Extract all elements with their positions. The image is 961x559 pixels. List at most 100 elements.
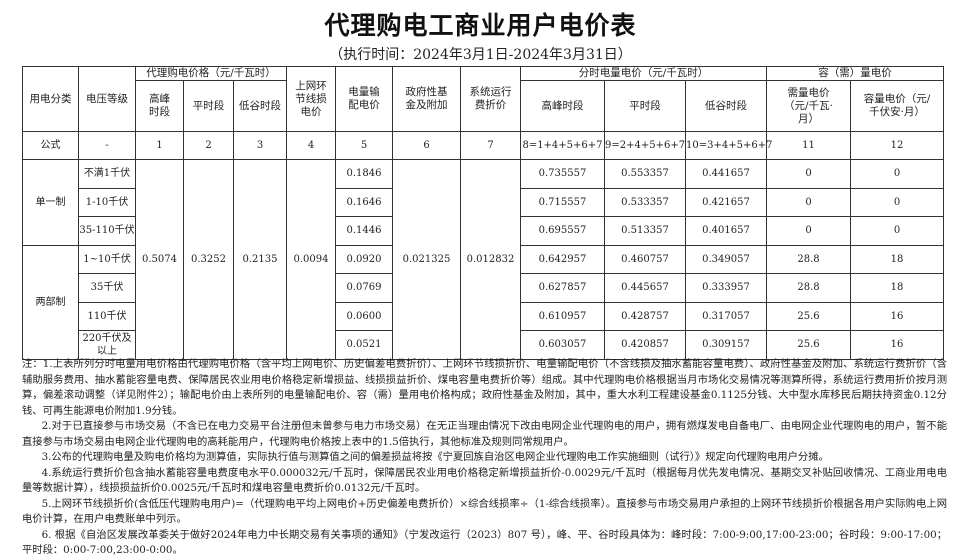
category-cell: 两部制 [22,244,79,360]
transmission-cell: 0.0920 [335,244,393,274]
flat-price-cell: 0.553357 [604,159,686,189]
note-item: 2.对于已直接参与市场交易（不含已在电力交易平台注册但未曾参与电力市场交易）在无… [22,420,947,448]
transmission-cell: 0.1446 [335,216,393,246]
header-line-loss: 上网环节线损电价 [286,66,336,132]
flat-price-cell: 0.460757 [604,244,686,274]
capacity-price-cell: 18 [850,244,944,274]
price-table: 用电分类 电压等级 代理购电价格（元/千瓦时） 上网环节线损电价 电量输配电价 … [22,66,944,360]
header-agency-peak: 高峰时段 [135,80,184,132]
demand-price-cell: 28.8 [766,244,851,274]
valley-price-cell: 0.309157 [685,330,767,360]
notes: 注：1.上表所列分时电量用电价格由代理购电价格（含平均上网电价、历史偏差电费折价… [22,357,947,559]
formula-cell: 公式 [22,131,79,160]
table-row: 35千伏 0.0769 0.627857 0.445657 0.333957 28.8 18 [23,273,944,303]
flat-price-cell: 0.428757 [604,301,686,331]
header-voltage: 电压等级 [78,66,136,132]
header-capacity-group: 容（需）量电价 [766,66,944,81]
capacity-price-cell: 0 [850,216,944,246]
header-agency-flat: 平时段 [183,80,234,132]
demand-price-cell: 28.8 [766,273,851,303]
valley-price-cell: 0.349057 [685,244,767,274]
peak-price-cell: 0.642957 [520,244,605,274]
transmission-cell: 0.0600 [335,301,393,331]
header-demand: 需量电价（元/千瓦·月） [766,80,851,132]
note-item: 6. 根据《自治区发展改革委关于做好2024年电力中长期交易有关事项的通知》（宁… [22,528,947,557]
formula-cell: 7 [460,131,521,160]
voltage-cell: 35-110千伏 [78,216,136,246]
capacity-price-cell: 18 [850,273,944,303]
table-row: 单一制 不满1千伏 0.5074 0.3252 0.2135 0.0094 0.1846 0.… [22,159,944,360]
table-row: 两部制 1~10千伏 0.0920 0.642957 0.460757 0.349057 2… [22,244,944,360]
formula-cell: 2 [183,131,234,160]
formula-cell: 9=2+4+5+6+7 [604,131,686,160]
valley-price-cell: 0.401657 [685,216,767,246]
header-tou-group: 分时电量电价（元/千瓦时） [520,66,767,81]
effective-period: （执行时间：2024年3月1日-2024年3月31日） [329,47,632,63]
peak-price-cell: 0.735557 [520,159,605,189]
capacity-price-cell: 0 [850,187,944,217]
agency-flat-cell: 0.3252 [183,159,234,360]
capacity-price-cell: 16 [850,301,944,331]
formula-cell: - [78,131,136,160]
table-row: 35-110千伏 0.1446 0.695557 0.513357 0.401657 0 0 [23,216,944,246]
header-agency-group: 代理购电价格（元/千瓦时） [135,66,287,81]
formula-cell: 11 [766,131,851,160]
peak-price-cell: 0.603057 [520,330,605,360]
formula-cell: 3 [233,131,287,160]
table-row: 110千伏 0.0600 0.610957 0.428757 0.317057 25.6 1… [23,301,944,331]
valley-price-cell: 0.421657 [685,187,767,217]
valley-price-cell: 0.333957 [685,273,767,303]
header-category: 用电分类 [22,66,79,132]
flat-price-cell: 0.533357 [604,187,686,217]
transmission-cell: 0.1646 [335,187,393,217]
header-tou-peak: 高峰时段 [520,80,605,132]
formula-cell: 1 [135,131,184,160]
peak-price-cell: 0.610957 [520,301,605,331]
gov-fund-cell: 0.021325 [392,159,461,360]
formula-cell: 5 [335,131,393,160]
peak-price-cell: 0.627857 [520,273,605,303]
note-item: 注：1.上表所列分时电量用电价格由代理购电价格（含平均上网电价、历史偏差电费折价… [22,358,947,417]
voltage-cell: 35千伏 [78,273,136,303]
voltage-cell: 110千伏 [78,301,136,331]
valley-price-cell: 0.317057 [685,301,767,331]
demand-price-cell: 0 [766,187,851,217]
capacity-price-cell: 16 [850,330,944,360]
demand-price-cell: 25.6 [766,330,851,360]
transmission-cell: 0.1846 [335,159,393,189]
header-transmission: 电量输配电价 [335,66,393,132]
valley-price-cell: 0.441657 [685,159,767,189]
voltage-cell: 220千伏及以上 [78,330,136,360]
formula-cell: 8=1+4+5+6+7 [520,131,605,160]
header-tou-flat: 平时段 [604,80,686,132]
note-item: 3.公布的代理购电量及购电价格均为测算值，实际执行值与测算值之间的偏差损益将按《… [41,451,829,463]
sys-fee-cell: 0.012832 [460,159,521,360]
line-loss-cell: 0.0094 [286,159,336,360]
transmission-cell: 0.0769 [335,273,393,303]
header-capacity: 容量电价（元/千伏安·月） [850,80,944,132]
voltage-cell: 不满1千伏 [78,159,136,189]
formula-cell: 6 [392,131,461,160]
agency-valley-cell: 0.2135 [233,159,287,360]
demand-price-cell: 0 [766,216,851,246]
transmission-cell: 0.0521 [335,330,393,360]
flat-price-cell: 0.420857 [604,330,686,360]
table-row: 220千伏及以上 0.0521 0.603057 0.420857 0.309157 25… [23,330,944,360]
page-title: 代理购电工商业用户电价表 [324,11,637,40]
demand-price-cell: 0 [766,159,851,189]
header-sys-fee: 系统运行费折价 [460,66,521,132]
formula-cell: 12 [850,131,944,160]
header-gov-fund: 政府性基金及附加 [392,66,461,132]
table-row: 1-10千伏 0.1646 0.715557 0.533357 0.421657 0 0 [23,187,944,217]
note-item: 4.系统运行费折价包含抽水蓄能容量电费度电水平0.000032元/千瓦时，保障居… [22,466,947,495]
flat-price-cell: 0.513357 [604,216,686,246]
flat-price-cell: 0.445657 [604,273,686,303]
capacity-price-cell: 0 [850,159,944,189]
voltage-cell: 1-10千伏 [78,187,136,217]
note-item: 5.上网环节线损折价(含低压代理购电用户)=（代理购电平均上网电价+历史偏差电费… [22,497,947,526]
formula-cell: 4 [286,131,336,160]
category-cell: 单一制 [22,159,79,246]
voltage-cell: 1~10千伏 [78,244,136,274]
peak-price-cell: 0.695557 [520,216,605,246]
agency-peak-cell: 0.5074 [135,159,184,360]
